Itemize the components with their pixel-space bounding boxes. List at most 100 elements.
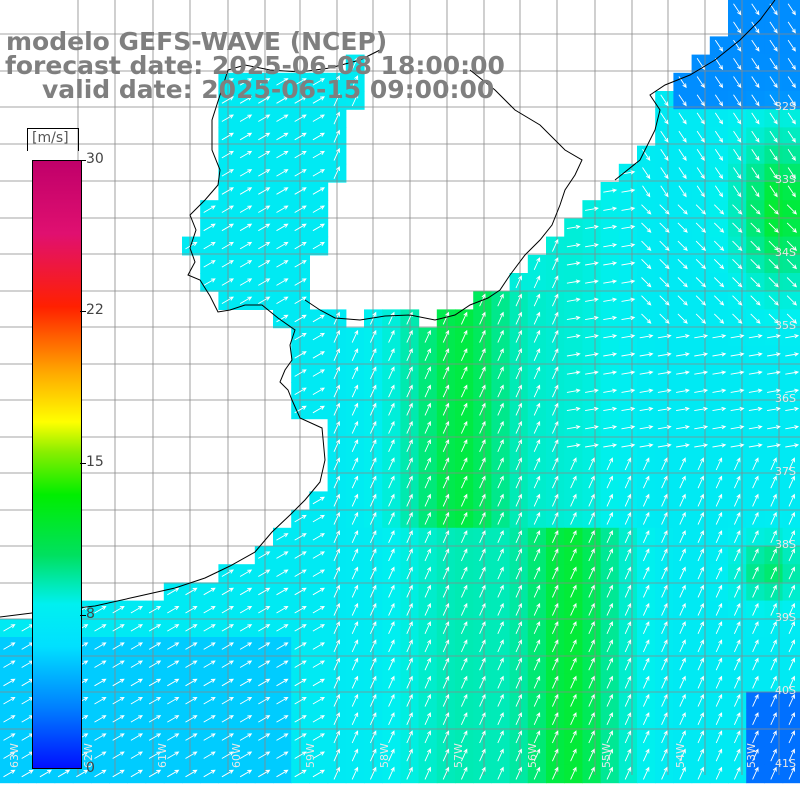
wind-arrow [203,642,216,650]
wind-arrow [294,114,307,122]
latitude-label: 40S [775,684,796,697]
wind-arrow [606,748,613,762]
longitude-label: 56W [526,743,539,768]
wind-cell [236,145,256,165]
wind-arrow [621,443,636,448]
wind-arrow [497,693,504,707]
wind-arrow [258,642,271,650]
wind-arrow [588,493,595,507]
wind-arrow [369,511,377,525]
wind-arrow [442,329,450,343]
wind-arrow [679,675,686,689]
wind-arrow [660,130,669,143]
wind-arrow [424,693,431,707]
wind-arrow [203,278,216,286]
wind-arrow [694,388,709,393]
wind-arrow [148,624,162,632]
wind-arrow [588,730,595,744]
wind-arrow [239,769,253,778]
wind-arrow [479,420,486,434]
wind-arrow [606,730,613,744]
wind-arrow [678,94,687,107]
wind-arrow [442,366,450,380]
wind-arrow [185,733,198,741]
wind-arrow [714,130,724,143]
wind-arrow [642,475,650,489]
wind-cell [109,709,128,729]
wind-arrow [388,657,395,671]
wind-arrow [203,697,216,705]
wind-cell [782,273,800,292]
wind-arrow [750,222,761,233]
wind-cell [163,655,183,674]
wind-arrow [606,602,613,616]
wind-arrow [661,493,668,507]
wind-arrow [752,530,759,543]
wind-arrow [748,352,763,357]
wind-arrow [661,548,668,562]
wind-arrow [733,457,741,471]
wind-arrow [661,712,668,725]
wind-arrow [515,730,522,744]
wind-arrow [551,712,559,725]
wind-arrow [621,315,636,321]
wind-arrow [570,748,577,762]
wind-cell [109,618,128,638]
wind-arrow [715,511,723,525]
wind-arrow [239,169,253,177]
wind-arrow [276,533,289,541]
wind-arrow [679,621,686,634]
wind-arrow [696,130,705,143]
wind-cell [254,709,274,729]
wind-arrow [424,475,431,489]
wind-arrow [697,475,704,489]
wind-cell [273,163,292,183]
wind-arrow [697,730,704,744]
wind-arrow [551,530,559,543]
wind-arrow [351,566,359,580]
wind-arrow [497,730,504,744]
wind-arrow [733,185,742,198]
wind-arrow [333,730,340,744]
wind-arrow [697,548,704,562]
wind-arrow [424,329,431,343]
wind-cell [254,72,274,92]
wind-arrow [733,548,741,562]
wind-arrow [551,348,559,361]
wind-arrow [676,334,690,339]
wind-arrow [351,639,359,653]
wind-arrow [424,584,431,598]
wind-arrow [751,112,760,125]
wind-arrow [769,21,778,34]
wind-arrow [130,642,143,650]
wind-arrow [570,511,577,525]
wind-arrow [585,297,599,302]
wind-arrow [258,223,271,232]
wind-arrow [551,475,559,489]
wind-arrow [515,348,522,361]
wind-arrow [642,457,650,471]
wind-arrow [533,457,541,471]
wind-arrow [733,566,741,580]
wind-arrow [659,222,670,233]
wind-arrow [167,697,180,705]
wind-arrow [239,78,253,86]
wind-arrow [460,548,468,562]
wind-arrow [733,639,741,653]
wind-arrow [624,602,632,616]
wind-arrow [276,569,289,577]
wind-arrow [696,76,705,89]
wind-cell [200,200,219,219]
wind-arrow [497,602,504,616]
wind-arrow [203,587,216,596]
wind-arrow [533,693,541,707]
wind-arrow [641,277,652,288]
wind-arrow [3,660,16,668]
longitude-label: 55W [600,743,613,768]
wind-arrow [479,457,486,471]
wind-arrow [551,275,559,289]
wind-arrow [714,185,724,198]
wind-arrow [751,21,760,34]
wind-arrow [606,766,613,780]
wind-arrow [185,715,198,723]
